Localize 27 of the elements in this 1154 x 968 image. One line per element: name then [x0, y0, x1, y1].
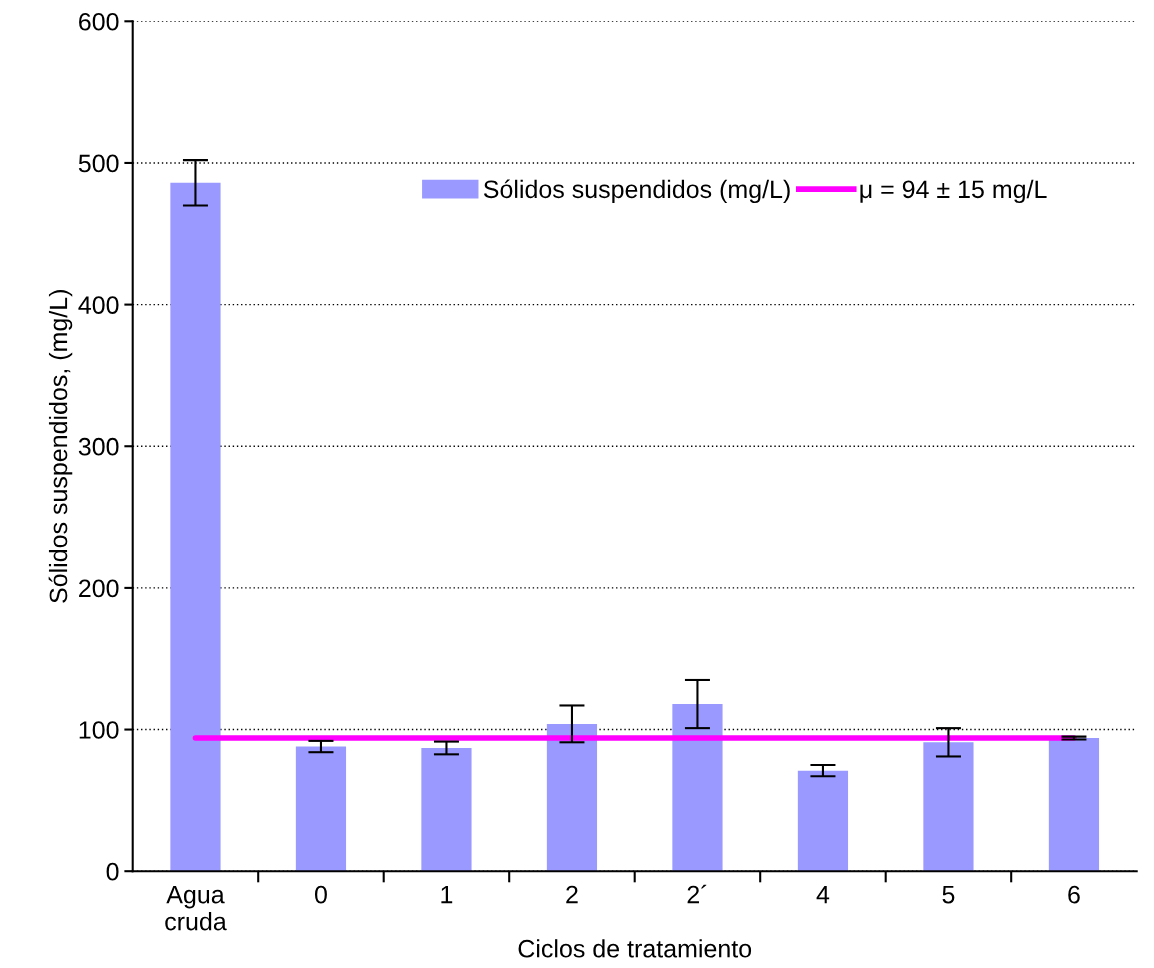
- x-axis-title: Ciclos de tratamiento: [518, 939, 752, 958]
- bar: [295, 746, 347, 872]
- y-tick-label: 200: [79, 579, 119, 598]
- x-tick-label: 1: [441, 886, 453, 904]
- x-tick-label: 0: [314, 885, 327, 904]
- y-tick-label: 0: [106, 862, 119, 881]
- y-tick-label: 500: [78, 154, 119, 173]
- bar: [546, 723, 598, 872]
- bar: [923, 742, 974, 872]
- bar: [1048, 738, 1100, 872]
- x-tick-label: 6: [1068, 885, 1080, 904]
- bar: [797, 770, 849, 872]
- x-tick-label: 5: [942, 886, 955, 904]
- legend-label: μ = 94 ± 15 mg/L: [860, 179, 1047, 204]
- x-tick-label: Agua cruda: [165, 886, 227, 931]
- bar: [421, 747, 472, 872]
- x-tick-label: 4: [816, 886, 830, 904]
- y-tick-label: 600: [79, 12, 119, 31]
- bar: [672, 704, 723, 872]
- legend-label: Sólidos suspendidos (mg/L): [483, 179, 790, 204]
- x-tick-label: 2´: [687, 884, 707, 904]
- y-tick-label: 400: [78, 296, 119, 314]
- bar: [170, 182, 221, 872]
- x-tick-label: 2: [566, 885, 578, 904]
- y-tick-label: 300: [78, 437, 119, 456]
- y-tick-label: 100: [79, 721, 119, 739]
- y-axis-title: Sólidos suspendidos, (mg/L): [48, 290, 73, 603]
